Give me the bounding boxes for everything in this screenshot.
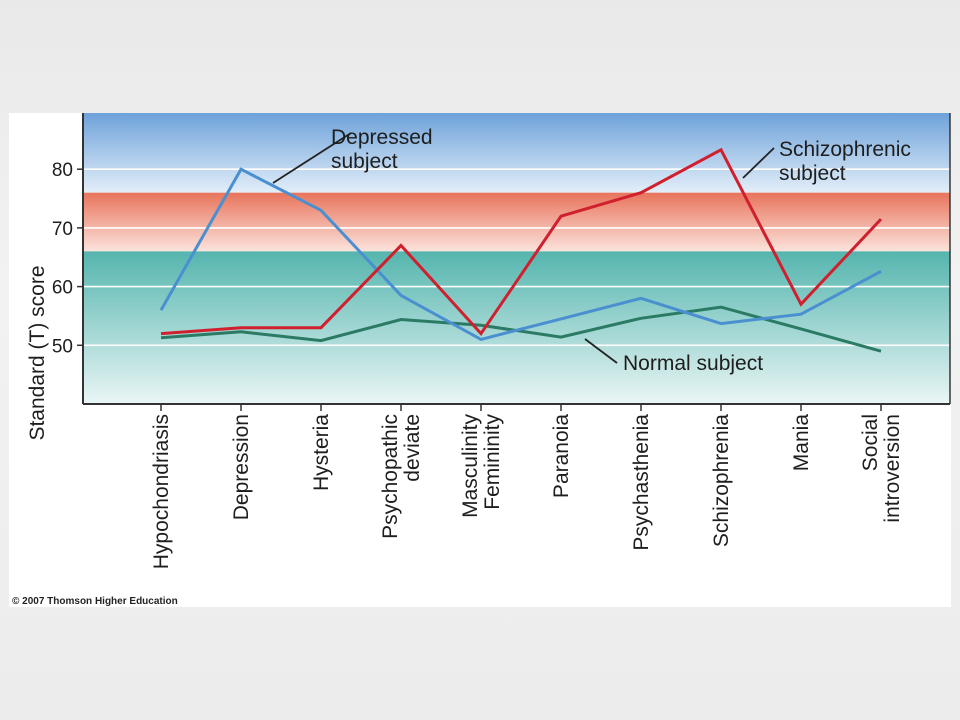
category-label: Hypochondriasis [150,414,173,569]
category-label: Social [859,414,882,471]
category-label: Paranoia [550,414,573,498]
category-label: deviate [401,414,424,482]
y-tick-label: 60 [52,278,73,299]
copyright-notice: © 2007 Thomson Higher Education [12,596,178,607]
leader-line [272,132,352,184]
category-label: Femininity [481,414,504,510]
category-label: Schizophrenia [710,414,733,547]
y-tick-label: 70 [52,219,73,240]
leader-line [742,147,775,179]
y-axis-label: Standard (T) score [26,265,49,440]
leader-line [584,338,618,364]
score-band [83,192,950,252]
series-label: Normal subject [623,352,763,375]
score-band [83,113,950,193]
category-label: Masculinity [459,414,482,518]
series-label: subject [331,150,398,173]
category-label: Psychopathic [379,414,402,539]
series-line [160,147,883,337]
category-label: Psychasthenia [630,414,653,551]
series-label: Schizophrenic [779,138,911,161]
category-label: Hysteria [310,414,333,491]
category-label: introversion [881,414,904,523]
figure-card: 50 60 70 80 Depressed subject Schizophrenic su… [9,113,951,607]
series-line [159,167,882,342]
series-label: subject [779,162,846,185]
series-label: Depressed [331,126,433,149]
y-tick-label: 50 [52,336,73,357]
category-label: Depression [230,414,253,520]
y-tick-label: 80 [52,160,73,181]
category-label: Mania [790,414,813,472]
score-band [83,251,950,404]
